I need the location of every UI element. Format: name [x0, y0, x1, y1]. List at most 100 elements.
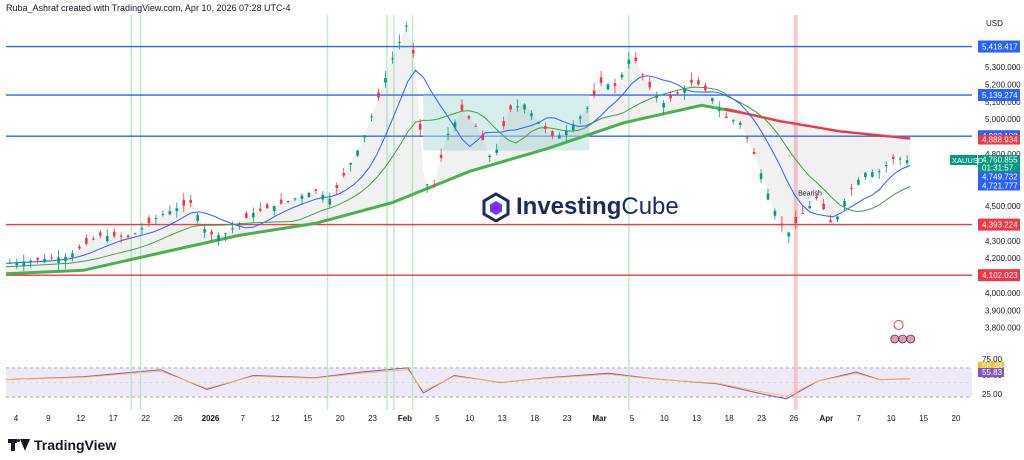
candle-body: [43, 259, 46, 263]
candle-body: [697, 80, 700, 85]
x-tick-label: 20: [952, 414, 961, 423]
x-tick-label: 10: [660, 414, 669, 423]
candle-body: [599, 77, 603, 83]
x-tick-label: 13: [498, 414, 507, 423]
candle-body: [523, 104, 526, 110]
x-tick-label: 23: [368, 414, 377, 423]
candle-body: [502, 121, 505, 127]
price-axis[interactable]: USD 5,300.000 5,200.000 5,100.000 5,000.000 4…: [985, 19, 1021, 333]
chart-credit: Ruba_Ashraf created with TradingView.com…: [6, 3, 291, 13]
candle-body: [537, 121, 540, 124]
y-tick-label: 5,000.000: [985, 115, 1021, 124]
candle-body: [877, 171, 881, 173]
candle-body: [251, 213, 255, 218]
candle-body: [36, 257, 39, 260]
tradingview-wordmark: TradingView: [34, 437, 117, 453]
x-tick-label: 9: [46, 414, 51, 423]
y-tick-label: 3,900.000: [985, 306, 1021, 315]
candle-body: [676, 92, 679, 94]
trend-fill-2: [740, 112, 911, 236]
green-event-line: [326, 15, 329, 410]
candle-body: [98, 232, 102, 236]
price-tag-label: 4,888.934: [982, 136, 1018, 145]
price-tag-label: 4,760.855: [982, 156, 1018, 165]
candle-body: [140, 228, 144, 230]
candle-body: [787, 232, 791, 237]
candle-body: [488, 155, 492, 158]
ema-blue-line: [5, 69, 911, 264]
candle-body: [759, 173, 763, 180]
candle-body: [724, 116, 728, 118]
candle-body: [829, 220, 832, 223]
candle-body: [898, 158, 902, 160]
candle-body: [175, 208, 179, 212]
candle-body: [8, 262, 12, 264]
candle-body: [217, 235, 220, 242]
candle-body: [279, 199, 283, 204]
candle-body: [370, 116, 373, 118]
x-tick-label: 18: [725, 414, 734, 423]
candle-body: [189, 199, 192, 203]
candle-body: [57, 257, 60, 263]
price-tag-bg: [978, 135, 1020, 145]
candle-body: [411, 50, 415, 54]
green-event-line: [411, 15, 414, 410]
bearish-annotation: Bearish: [798, 191, 822, 198]
y-tick-label: 4,500.000: [985, 202, 1021, 211]
x-tick-label: 20: [336, 414, 345, 423]
candle-body: [203, 229, 206, 233]
candle-body: [231, 228, 234, 230]
candle-body: [321, 194, 325, 200]
candle-body: [564, 130, 568, 136]
candle-body: [391, 58, 394, 60]
candle-body: [92, 238, 95, 240]
candle-body: [384, 77, 387, 83]
rsi-axis-label: 75.00: [982, 355, 1003, 364]
candle-body: [15, 262, 19, 266]
candle-body: [307, 192, 311, 198]
candle-body: [78, 246, 81, 249]
candle-body: [745, 137, 749, 139]
candle-body: [738, 122, 742, 126]
candle-body: [328, 198, 332, 205]
candle-body: [606, 84, 610, 90]
level-tag-label: 4,102.023: [982, 271, 1018, 280]
level-tag-bg: [978, 40, 1020, 53]
candle-body: [662, 103, 665, 108]
candle-body: [474, 125, 478, 127]
candle-body: [126, 235, 130, 238]
candle-body: [425, 184, 429, 186]
x-tick-label: 7: [857, 414, 862, 423]
candle-body: [794, 217, 798, 224]
price-tag-bg: [978, 163, 1020, 173]
candle-body: [154, 218, 158, 220]
candle-body: [119, 235, 123, 237]
level-tag-bg: [978, 269, 1020, 282]
x-tick-label: 2026: [202, 414, 220, 423]
tradingview-brand[interactable]: TradingView: [8, 437, 116, 453]
candle-body: [64, 256, 67, 262]
candle-body: [467, 116, 471, 119]
wordmark-part2: Cube: [621, 193, 679, 220]
candle-body: [405, 25, 408, 27]
x-tick-label: 10: [887, 414, 896, 423]
candle-body: [85, 238, 88, 244]
event-highlights: [130, 15, 798, 410]
time-axis[interactable]: 4 9 12 17 22 26 2026 7 12 15 20 23 Feb 5 10 13 18 23 Mar 5 1…: [14, 414, 961, 423]
range-box: [423, 95, 590, 151]
green-event-line: [130, 15, 132, 410]
sma200-line: [5, 103, 741, 276]
candle-body: [731, 120, 735, 122]
currency-label: USD: [986, 19, 1003, 28]
investingcube-wordmark: InvestingCube: [516, 193, 679, 221]
candle-body: [871, 172, 874, 177]
candle-body: [460, 104, 464, 111]
us-flag-icon: [906, 334, 916, 344]
x-tick-label: 7: [241, 414, 246, 423]
x-tick-label: 5: [630, 414, 635, 423]
ema-green-line: [5, 86, 911, 268]
candle-body: [196, 215, 199, 221]
x-tick-label: 22: [141, 414, 150, 423]
green-event-line: [139, 15, 142, 410]
